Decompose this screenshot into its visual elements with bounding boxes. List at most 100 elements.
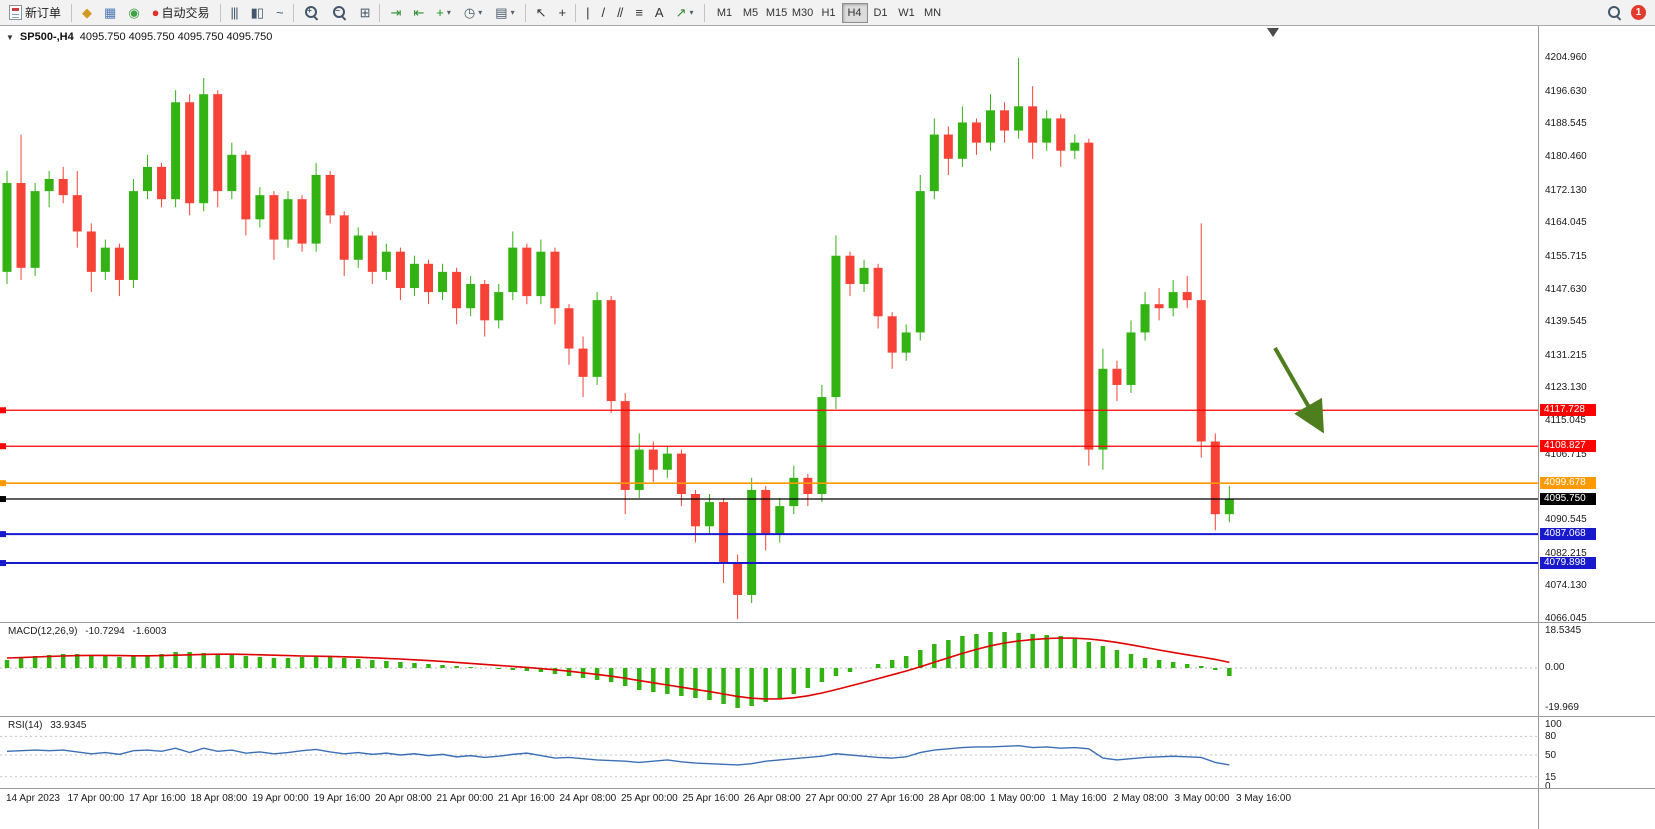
crosshair-button[interactable]: +: [552, 2, 571, 24]
text-button[interactable]: A: [649, 2, 669, 24]
candle-body: [986, 110, 995, 143]
indicators-button[interactable]: + ▾: [430, 2, 457, 24]
zoom-in-button[interactable]: +: [298, 2, 325, 24]
candle-body: [44, 178, 54, 192]
auto-trading-button[interactable]: ● 自动交易: [146, 2, 216, 24]
candlestick-button[interactable]: ▮▯: [245, 2, 269, 24]
zoom-in-icon: +: [304, 5, 319, 20]
vertical-line-button[interactable]: |: [580, 2, 594, 24]
market-watch-icon: ◆: [82, 5, 92, 20]
timeframe-button-h4[interactable]: H4: [841, 2, 868, 23]
data-window-button[interactable]: ▦: [98, 2, 121, 24]
toolbar-separator: [71, 3, 73, 22]
line-chart-button[interactable]: ~: [270, 2, 289, 24]
chart-canvas[interactable]: [0, 26, 1538, 829]
timeframe-button-m5[interactable]: M5: [738, 3, 764, 23]
timeframe-button-d1[interactable]: D1: [868, 3, 894, 23]
candle-body: [438, 271, 448, 293]
price-axis-label: 4082.215: [1545, 547, 1587, 559]
price-axis-label: 4131.215: [1545, 349, 1587, 361]
rsi-label: RSI(14) 33.9345: [8, 720, 91, 731]
trendline-icon: /: [601, 5, 605, 20]
terminal-button[interactable]: ◉: [122, 2, 144, 24]
terminal-icon: ◉: [128, 5, 139, 20]
timeframe-button-w1[interactable]: W1: [894, 3, 920, 23]
candle-body: [550, 251, 560, 309]
candle-body: [859, 267, 869, 284]
timeframe-button-m1[interactable]: M1: [712, 3, 738, 23]
timeframe-button-m15[interactable]: M15: [764, 3, 790, 23]
cursor-icon: ↖: [535, 5, 547, 20]
cursor-button[interactable]: ↖: [530, 2, 552, 24]
new-order-button[interactable]: 新订单: [3, 2, 67, 24]
line-left-marker[interactable]: [0, 443, 6, 450]
arrows-button[interactable]: ↗ ▾: [670, 2, 700, 24]
toolbar-separator: [575, 3, 577, 22]
time-axis-label: 2 May 08:00: [1113, 793, 1169, 804]
candle-body: [466, 283, 476, 309]
zoom-out-button[interactable]: −: [326, 2, 353, 24]
tile-windows-button[interactable]: ⊞: [354, 2, 376, 24]
price-axis-label: 4106.715: [1545, 448, 1587, 460]
line-left-marker[interactable]: [0, 560, 6, 567]
price-axis[interactable]: 4204.960 4196.630 4188.545 4180.460 4172.130…: [1539, 0, 1655, 829]
time-axis-label: 1 May 16:00: [1051, 793, 1107, 804]
candle-body: [311, 174, 321, 244]
price-axis-label: 4164.045: [1545, 217, 1587, 229]
symbol-info[interactable]: ▼ SP500-,H4 4095.750 4095.750 4095.750 4…: [6, 31, 272, 43]
bar-chart-button[interactable]: |||: [225, 2, 244, 24]
search-icon: [1607, 5, 1622, 20]
candle-body: [100, 247, 110, 272]
rsi-panel-separator[interactable]: [0, 716, 1655, 717]
price-axis-label: 4196.630: [1545, 85, 1587, 97]
rsi-axis-label: 80: [1545, 731, 1557, 743]
candle-body: [733, 562, 743, 595]
chart-shift-button[interactable]: ⇤: [407, 2, 429, 24]
timeframe-button-h1[interactable]: H1: [816, 3, 842, 23]
symbol-dropdown-icon[interactable]: ▼: [6, 32, 14, 42]
annotation-arrow[interactable]: [1273, 347, 1324, 434]
notification-badge[interactable]: 1: [1631, 5, 1646, 20]
line-left-marker[interactable]: [0, 407, 6, 414]
fibonacci-button[interactable]: ≡: [629, 2, 648, 24]
candle-body: [761, 489, 771, 535]
tile-windows-icon: ⊞: [359, 5, 371, 20]
chart-shift-marker[interactable]: [1267, 28, 1279, 37]
candle-body: [915, 191, 925, 333]
time-axis[interactable]: 14 Apr 2023 17 Apr 00:00 17 Apr 16:00 18 Ap…: [0, 789, 1538, 829]
line-left-marker[interactable]: [0, 531, 6, 538]
candle-body: [409, 263, 419, 289]
candle-body: [1070, 142, 1080, 151]
timeframe-button-m30[interactable]: M30: [790, 3, 816, 23]
candle-body: [480, 283, 490, 321]
candle-body: [157, 166, 167, 200]
candle-body: [269, 195, 279, 240]
macd-panel-separator[interactable]: [0, 622, 1655, 623]
candle-body: [86, 231, 96, 272]
candle-body: [634, 449, 644, 490]
market-watch-button[interactable]: ◆: [76, 2, 97, 24]
time-axis-label: 18 Apr 08:00: [190, 793, 248, 804]
time-axis-label: 14 Apr 2023: [6, 793, 60, 804]
candle-body: [58, 178, 68, 196]
search-button[interactable]: [1601, 2, 1628, 24]
candle-body: [213, 94, 223, 192]
templates-button[interactable]: ▤ ▾: [489, 2, 520, 24]
data-window-icon: ▦: [104, 5, 116, 20]
line-left-marker[interactable]: [0, 496, 6, 503]
trendline-button[interactable]: /: [595, 2, 610, 24]
candle-body: [1168, 292, 1178, 309]
candle-body: [381, 251, 391, 272]
candle-body: [789, 477, 799, 507]
periods-button[interactable]: ◷ ▾: [458, 2, 488, 24]
timeframe-button-mn[interactable]: MN: [920, 3, 946, 23]
channel-button[interactable]: //: [611, 2, 628, 24]
auto-scroll-button[interactable]: ⇥: [384, 2, 406, 24]
line-left-marker[interactable]: [0, 480, 6, 487]
auto-trading-button-label: 自动交易: [161, 6, 210, 20]
toolbar-separator: [219, 3, 221, 22]
candle-body: [185, 102, 195, 204]
candle-body: [803, 477, 813, 494]
price-line-tag: 4079.898: [1540, 557, 1596, 570]
candle-body: [564, 308, 574, 349]
